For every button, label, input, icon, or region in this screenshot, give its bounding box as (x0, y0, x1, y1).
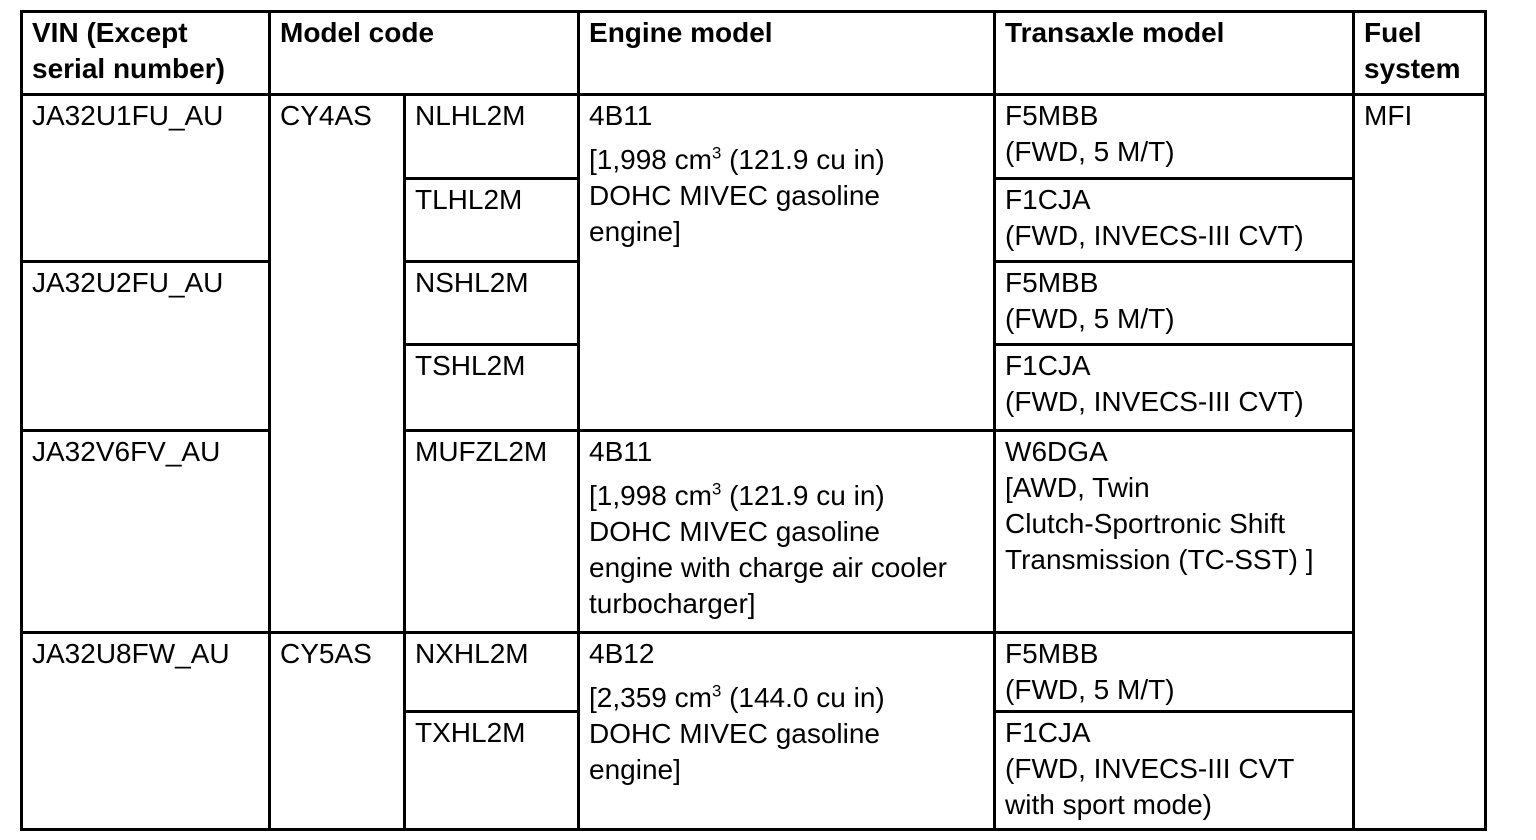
transaxle-description-text: (FWD, INVECS-III CVT with sport mode) (1005, 751, 1344, 823)
text-line: serial number) (32, 53, 225, 84)
transaxle-cell-f1cja-3: F1CJA (FWD, INVECS-III CVT with sport mod… (993, 710, 1356, 831)
transaxle-cell-f5mbb-1: F5MBB (FWD, 5 M/T) (993, 93, 1356, 180)
engine-description-text: DOHC MIVEC gasoline engine with charge ai… (589, 514, 985, 622)
engine-displacement-text: [1,998 cm3 (121.9 cu in) (589, 479, 885, 511)
text-line: system (1364, 53, 1461, 84)
model-code-sub-cell-tshl2m: TSHL2M (402, 343, 581, 432)
text-line: with sport mode) (1005, 789, 1212, 820)
model-code-sub-cell-nshl2m: NSHL2M (402, 260, 581, 346)
text-line: engine] (589, 216, 681, 247)
text-line: Clutch-Sportronic Shift (1005, 508, 1286, 539)
table-row: JA32U2FU_AU NSHL2M F5MBB (FWD, 5 M/T) (20, 260, 1486, 432)
fuel-system-cell: MFI (1352, 93, 1488, 831)
transaxle-cell-f1cja-2: F1CJA (FWD, INVECS-III CVT) (993, 343, 1356, 432)
text-line: VIN (Except (32, 17, 188, 48)
header-row: VIN (Except serial number) Model code Eng… (20, 10, 1488, 96)
engine-description-text: DOHC MIVEC gasoline engine] (589, 716, 985, 788)
transaxle-cell-f1cja-1: F1CJA (FWD, INVECS-III CVT) (993, 177, 1356, 263)
table-row: JA32U8FW_AU CY5AS NXHL2M 4B12 [2,359 cm3… (20, 631, 1486, 831)
col-header-transaxle-model: Transaxle model (993, 10, 1356, 96)
transaxle-cell-w6dga: W6DGA [AWD, Twin Clutch-Sportronic Shift T… (993, 429, 1356, 634)
transaxle-description-text: (FWD, 5 M/T) (1005, 672, 1344, 708)
text-line: (FWD, INVECS-III CVT) (1005, 386, 1304, 417)
superscript-3: 3 (711, 143, 722, 163)
engine-cell-4b12: 4B12 [2,359 cm3 (144.0 cu in) DOHC MIVEC… (577, 631, 997, 831)
table-row: TSHL2M F1CJA (FWD, INVECS-III CVT) (22, 343, 1486, 432)
col-header-vin: VIN (Except serial number) (20, 10, 271, 96)
engine-description-text: DOHC MIVEC gasoline engine] (589, 178, 985, 250)
transaxle-model-text: F1CJA (1005, 717, 1091, 748)
text-line: (FWD, INVECS-III CVT (1005, 753, 1295, 784)
transaxle-cell-f5mbb-3: F5MBB (FWD, 5 M/T) (993, 631, 1356, 713)
transaxle-model-text: F5MBB (1005, 267, 1099, 298)
model-code-sub-cell-tlhl2m: TLHL2M (402, 177, 581, 263)
engine-cell-4b11-turbo: 4B11 [1,998 cm3 (121.9 cu in) DOHC MIVEC… (577, 429, 997, 634)
text-line: DOHC MIVEC gasoline (589, 180, 880, 211)
col-header-fuel-system: Fuel system (1352, 10, 1488, 96)
transaxle-description-text: (FWD, 5 M/T) (1005, 134, 1344, 170)
model-code-sub-cell-nlhl2m: NLHL2M (402, 93, 581, 180)
vin-cell-ja32u1fu: JA32U1FU_AU (20, 93, 271, 263)
transaxle-description-text: (FWD, 5 M/T) (1005, 301, 1344, 337)
text-line: (FWD, 5 M/T) (1005, 674, 1175, 705)
transaxle-model-text: F5MBB (1005, 100, 1099, 131)
model-code-sub-cell-txhl2m: TXHL2M (402, 710, 581, 831)
transaxle-description-text: [AWD, Twin Clutch-Sportronic Shift Transmi… (1005, 470, 1344, 578)
superscript-3: 3 (711, 479, 722, 499)
vin-cell-ja32u2fu: JA32U2FU_AU (20, 260, 271, 432)
text-line: [AWD, Twin (1005, 472, 1150, 503)
text-line: DOHC MIVEC gasoline (589, 718, 880, 749)
table-row: JA32U1FU_AU CY4AS NLHL2M 4B11 [1,998 cm3… (20, 93, 1488, 831)
engine-model-text: 4B12 (589, 638, 655, 669)
model-code-sub-cell-mufzl2m: MUFZL2M (402, 429, 581, 634)
text-line: (FWD, 5 M/T) (1005, 136, 1175, 167)
table-row: JA32V6FV_AU MUFZL2M 4B11 [1,998 cm3 (121… (20, 429, 1486, 634)
transaxle-cell-f5mbb-2: F5MBB (FWD, 5 M/T) (993, 260, 1356, 346)
text-line: (FWD, 5 M/T) (1005, 303, 1175, 334)
vehicle-spec-table: VIN (Except serial number) Model code Eng… (20, 10, 1488, 831)
text-line: DOHC MIVEC gasoline (589, 516, 880, 547)
model-code-main-cell-cy5as: CY5AS (268, 631, 406, 831)
engine-model-text: 4B11 (589, 436, 653, 467)
col-header-model-code: Model code (267, 10, 581, 96)
text-line: turbocharger] (589, 588, 756, 619)
col-header-engine-model: Engine model (577, 10, 997, 96)
transaxle-model-text: F1CJA (1005, 184, 1091, 215)
engine-displacement-text: [1,998 cm3 (121.9 cu in) (589, 143, 885, 175)
text-line: Fuel (1364, 17, 1422, 48)
model-code-main-cell-cy4as: CY4AS (268, 93, 406, 634)
table-row: TXHL2M F1CJA (FWD, INVECS-III CVT with sp… (22, 710, 1486, 831)
engine-cell-4b11: 4B11 [1,998 cm3 (121.9 cu in) DOHC MIVEC… (577, 93, 997, 432)
engine-displacement-text: [2,359 cm3 (144.0 cu in) (589, 681, 885, 713)
transaxle-description-text: (FWD, INVECS-III CVT) (1005, 384, 1344, 420)
vin-cell-ja32u8fw: JA32U8FW_AU (20, 631, 271, 831)
text-line: engine with charge air cooler (589, 552, 947, 583)
superscript-3: 3 (711, 681, 722, 701)
transaxle-model-text: W6DGA (1005, 436, 1108, 467)
transaxle-model-text: F5MBB (1005, 638, 1099, 669)
transaxle-model-text: F1CJA (1005, 350, 1091, 381)
model-code-sub-cell-nxhl2m: NXHL2M (402, 631, 581, 713)
vin-cell-ja32v6fv: JA32V6FV_AU (20, 429, 271, 634)
table-row: TLHL2M F1CJA (FWD, INVECS-III CVT) (22, 177, 1486, 263)
text-line: (FWD, INVECS-III CVT) (1005, 220, 1304, 251)
text-line: engine] (589, 754, 681, 785)
text-line: Transmission (TC-SST) ] (1005, 544, 1314, 575)
engine-model-text: 4B11 (589, 100, 653, 131)
transaxle-description-text: (FWD, INVECS-III CVT) (1005, 218, 1344, 254)
